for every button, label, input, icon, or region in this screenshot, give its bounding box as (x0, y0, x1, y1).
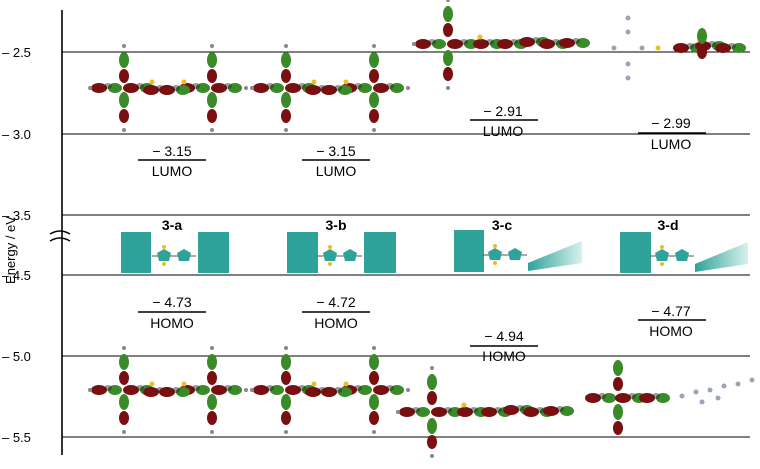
homo-orbital-3-d (585, 360, 755, 435)
axis-break-mark (49, 230, 71, 242)
compound-label-3-c: 3-c (492, 217, 512, 233)
lumo-orbital-3-b (250, 44, 410, 132)
homo-orbital-3-a (88, 346, 248, 434)
homo-label-3-b: HOMO (314, 315, 358, 331)
homo-value-3-d: − 4.77 (651, 303, 691, 319)
lumo-value-3-a: − 3.15 (152, 143, 192, 159)
homo-value-3-a: − 4.73 (152, 294, 192, 310)
lumo-orbital-3-c (412, 0, 590, 90)
lumo-label-3-b: LUMO (316, 163, 357, 179)
tick-label: – 3.0 (2, 127, 31, 142)
compound-label-3-a: 3-a (162, 217, 182, 233)
lumo-orbital-3-a (88, 44, 248, 132)
homo-label-3-c: HOMO (482, 348, 526, 364)
homo-orbital-3-c (396, 366, 574, 458)
lumo-value-3-c: − 2.91 (483, 103, 523, 119)
schematic-3-a (121, 232, 229, 273)
tick-label: – 4.5 (2, 268, 31, 283)
lumo-label-3-a: LUMO (152, 163, 193, 179)
lumo-label-3-c: LUMO (483, 123, 524, 139)
lumo-value-3-b: − 3.15 (316, 143, 356, 159)
schematic-3-d (620, 232, 748, 273)
compound-label-3-b: 3-b (326, 217, 347, 233)
tick-label: – 5.0 (2, 349, 31, 364)
homo-label-3-d: HOMO (649, 323, 693, 339)
schematic-3-b (287, 232, 396, 273)
schematic-3-c (454, 230, 582, 272)
lumo-value-3-d: − 2.99 (651, 115, 691, 131)
homo-value-3-c: − 4.94 (484, 328, 524, 344)
tick-label: – 3.5 (2, 208, 31, 223)
compound-label-3-d: 3-d (658, 217, 679, 233)
homo-label-3-a: HOMO (150, 315, 194, 331)
y-axis-title: Energy / eV (3, 216, 18, 284)
homo-value-3-b: − 4.72 (316, 294, 356, 310)
tick-label: – 5.5 (2, 430, 31, 445)
lumo-label-3-d: LUMO (651, 136, 692, 152)
tick-label: – 2.5 (2, 45, 31, 60)
lumo-orbital-3-d (612, 16, 747, 81)
homo-orbital-3-b (250, 346, 410, 434)
